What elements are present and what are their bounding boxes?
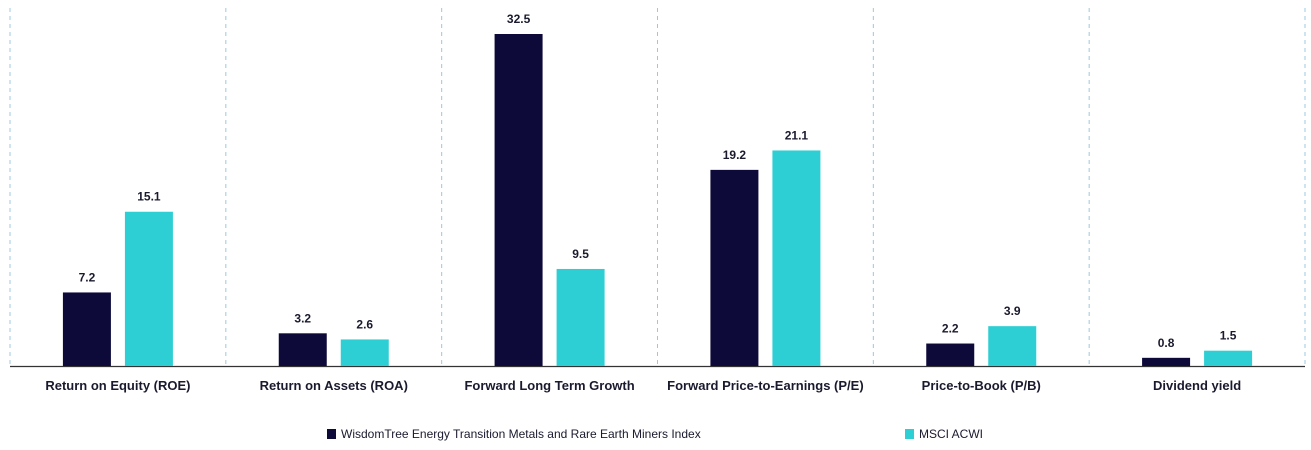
legend-label: WisdomTree Energy Transition Metals and … <box>341 427 701 441</box>
bar-msci-acwi-3 <box>556 268 605 366</box>
bar-msci-acwi-1 <box>124 211 173 366</box>
data-label: 21.1 <box>785 128 809 142</box>
data-label: 3.2 <box>294 311 311 325</box>
category-label: Price-to-Book (P/B) <box>922 378 1041 393</box>
category-label: Dividend yield <box>1153 378 1241 393</box>
category-label: Forward Price-to-Earnings (P/E) <box>667 378 863 393</box>
legend-swatch <box>327 429 336 439</box>
data-label: 0.8 <box>1158 336 1175 350</box>
data-label: 32.5 <box>507 12 531 26</box>
bar-index-1 <box>62 292 111 366</box>
bar-index-2 <box>278 333 327 366</box>
bar-msci-acwi-4 <box>772 150 821 366</box>
bar-index-4 <box>710 169 759 366</box>
data-label: 7.2 <box>79 270 96 284</box>
legend-label: MSCI ACWI <box>919 427 983 441</box>
data-label: 9.5 <box>572 247 589 261</box>
data-label: 3.9 <box>1004 304 1021 318</box>
bar-index-5 <box>926 343 975 366</box>
data-label: 1.5 <box>1220 329 1237 343</box>
bar-msci-acwi-2 <box>340 339 389 366</box>
category-label: Forward Long Term Growth <box>464 378 634 393</box>
data-label: 2.6 <box>356 317 373 331</box>
data-label: 15.1 <box>137 190 161 204</box>
category-label: Return on Assets (ROA) <box>260 378 408 393</box>
data-label: 19.2 <box>723 148 747 162</box>
data-label: 2.2 <box>942 322 959 336</box>
category-label: Return on Equity (ROE) <box>45 378 190 393</box>
legend-swatch <box>905 429 914 439</box>
bar-msci-acwi-5 <box>988 326 1037 366</box>
bar-index-6 <box>1142 357 1191 366</box>
bar-index-3 <box>494 34 543 366</box>
bar-msci-acwi-6 <box>1204 350 1253 366</box>
